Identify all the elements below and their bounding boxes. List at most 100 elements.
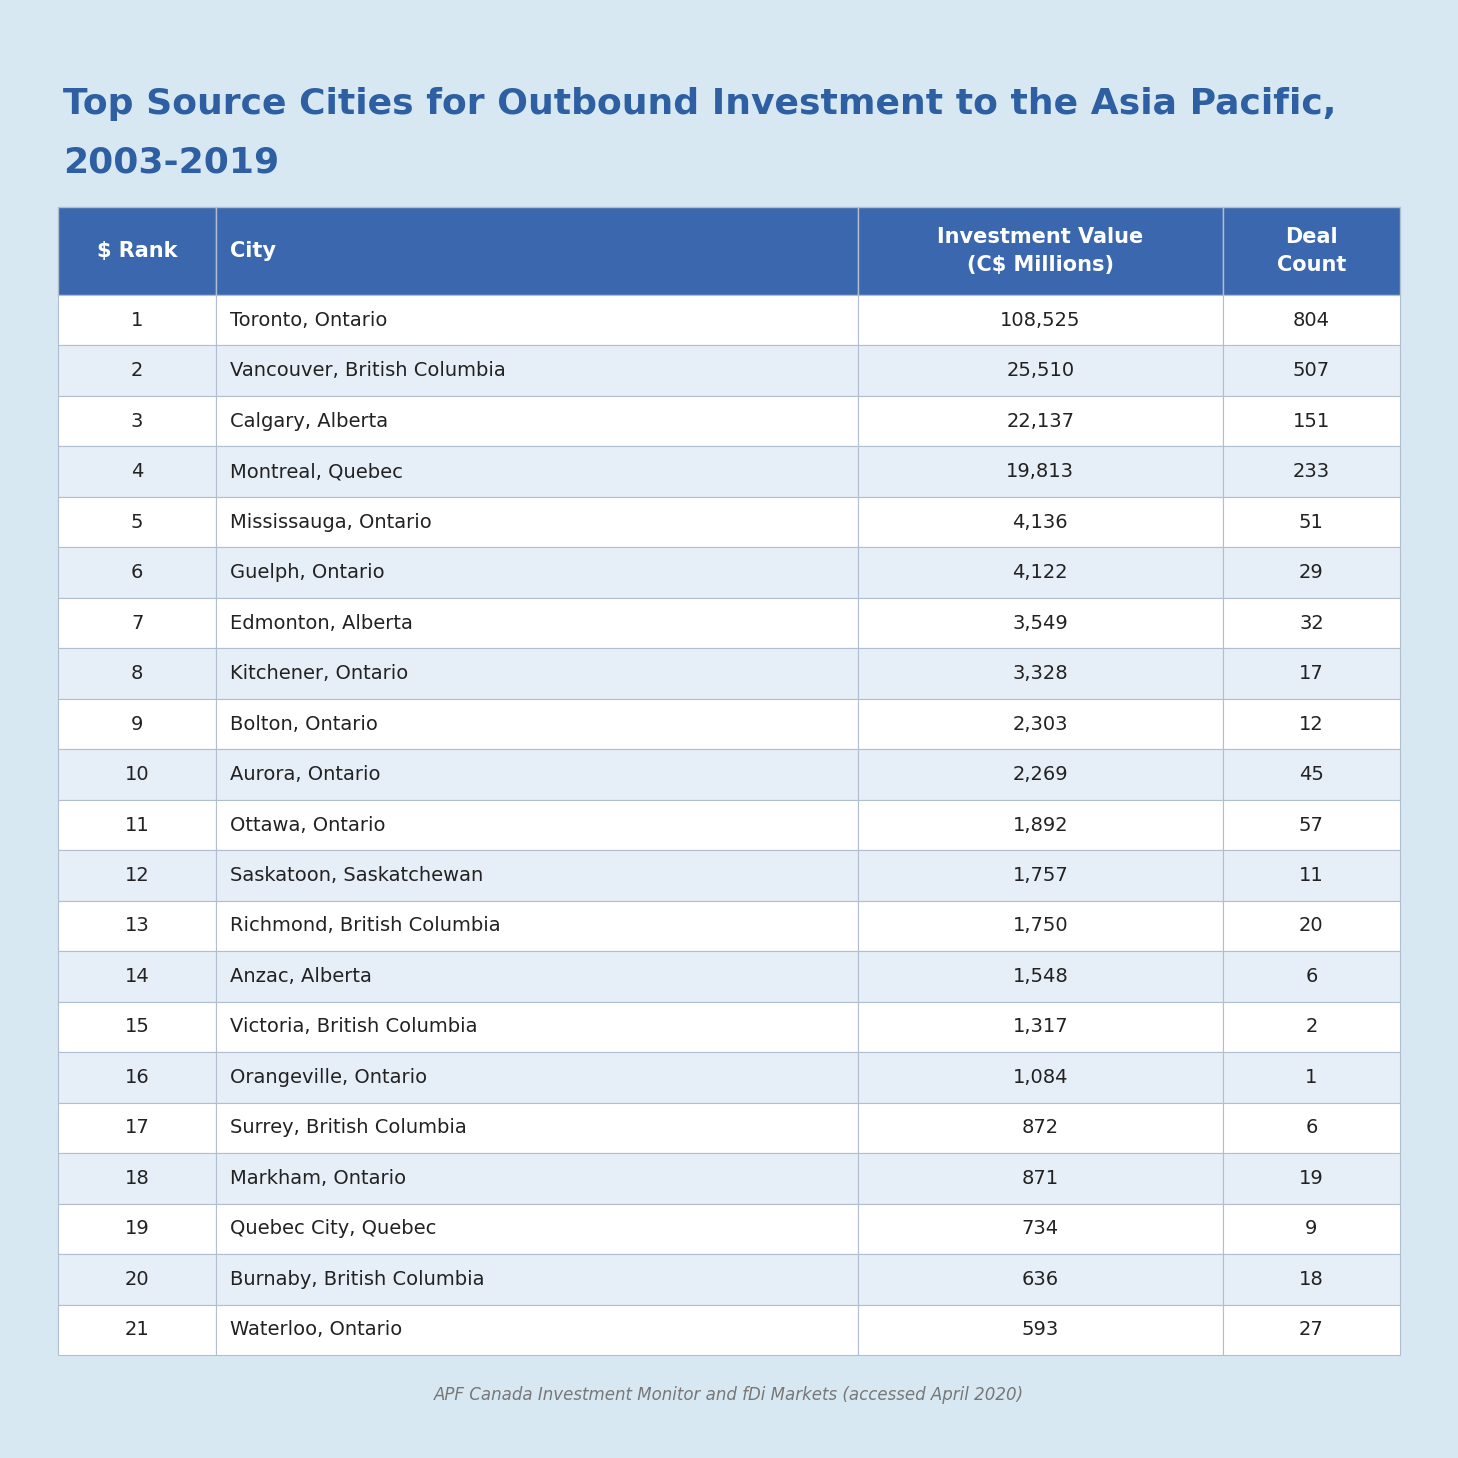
Bar [1223, 1002, 1400, 1053]
Text: 51: 51 [1299, 513, 1324, 532]
Bar [1223, 1153, 1400, 1203]
Bar [216, 698, 857, 749]
Text: Quebec City, Quebec: Quebec City, Quebec [230, 1219, 437, 1238]
Bar [58, 598, 216, 649]
Text: 3,549: 3,549 [1012, 614, 1069, 633]
Text: 32: 32 [1299, 614, 1324, 633]
Bar [58, 346, 216, 397]
Bar [216, 1102, 857, 1153]
Bar [857, 1203, 1223, 1254]
Bar [857, 295, 1223, 346]
Text: 9: 9 [131, 714, 143, 733]
Text: Saskatoon, Saskatchewan: Saskatoon, Saskatchewan [230, 866, 484, 885]
Bar [58, 207, 216, 295]
Bar [1223, 800, 1400, 850]
Bar [216, 649, 857, 698]
Text: City: City [230, 241, 277, 261]
Bar [58, 397, 216, 446]
Bar [216, 346, 857, 397]
Text: 18: 18 [125, 1169, 150, 1188]
Text: Anzac, Alberta: Anzac, Alberta [230, 967, 372, 986]
Bar [216, 800, 857, 850]
Bar [216, 1053, 857, 1102]
Bar [216, 1153, 857, 1203]
Text: Count: Count [1277, 255, 1346, 276]
Bar [857, 547, 1223, 598]
Text: 1: 1 [1305, 1067, 1318, 1086]
Bar [216, 446, 857, 497]
Bar [1223, 207, 1400, 295]
Bar [58, 547, 216, 598]
Bar [58, 749, 216, 800]
Bar [1223, 951, 1400, 1002]
Bar [857, 1002, 1223, 1053]
Bar [216, 598, 857, 649]
Text: 2,303: 2,303 [1013, 714, 1069, 733]
Bar [1223, 397, 1400, 446]
Bar [216, 295, 857, 346]
Text: Richmond, British Columbia: Richmond, British Columbia [230, 917, 502, 936]
Text: 1,084: 1,084 [1013, 1067, 1069, 1086]
Bar [857, 1053, 1223, 1102]
Text: Waterloo, Ontario: Waterloo, Ontario [230, 1321, 402, 1340]
Bar [58, 698, 216, 749]
Bar [58, 649, 216, 698]
Text: 1,892: 1,892 [1012, 815, 1069, 834]
Text: Victoria, British Columbia: Victoria, British Columbia [230, 1018, 478, 1037]
Bar [216, 850, 857, 901]
Text: Edmonton, Alberta: Edmonton, Alberta [230, 614, 413, 633]
Bar [58, 1254, 216, 1305]
Text: 1,548: 1,548 [1012, 967, 1069, 986]
Bar [1223, 1203, 1400, 1254]
Bar [58, 800, 216, 850]
Text: 16: 16 [125, 1067, 150, 1086]
Bar [58, 1053, 216, 1102]
Bar [857, 397, 1223, 446]
Bar [857, 598, 1223, 649]
Text: 6: 6 [131, 563, 143, 582]
Bar [857, 698, 1223, 749]
Bar [857, 1153, 1223, 1203]
Text: 871: 871 [1022, 1169, 1059, 1188]
Bar [58, 1102, 216, 1153]
Bar [857, 901, 1223, 951]
Bar [1223, 295, 1400, 346]
Text: Top Source Cities for Outbound Investment to the Asia Pacific,: Top Source Cities for Outbound Investmen… [63, 87, 1337, 121]
Bar [857, 346, 1223, 397]
Text: APF Canada Investment Monitor and fDi Markets (accessed April 2020): APF Canada Investment Monitor and fDi Ma… [434, 1387, 1024, 1404]
Text: 20: 20 [1299, 917, 1324, 936]
Bar [58, 850, 216, 901]
Bar [58, 951, 216, 1002]
Bar [857, 207, 1223, 295]
Text: 8: 8 [131, 663, 143, 682]
Text: Investment Value: Investment Value [937, 227, 1143, 246]
Bar [216, 397, 857, 446]
Bar [857, 497, 1223, 547]
Text: 29: 29 [1299, 563, 1324, 582]
Text: 4,136: 4,136 [1012, 513, 1069, 532]
Text: 15: 15 [125, 1018, 150, 1037]
Bar [857, 1305, 1223, 1354]
Bar [1223, 749, 1400, 800]
Text: 2,269: 2,269 [1012, 765, 1069, 784]
Bar [857, 850, 1223, 901]
Text: 25,510: 25,510 [1006, 362, 1075, 381]
Text: 18: 18 [1299, 1270, 1324, 1289]
Text: 20: 20 [125, 1270, 150, 1289]
Bar [216, 1305, 857, 1354]
Bar [216, 1002, 857, 1053]
Text: 872: 872 [1022, 1118, 1059, 1137]
Text: 1,757: 1,757 [1012, 866, 1069, 885]
Text: 4: 4 [131, 462, 143, 481]
Bar [58, 1002, 216, 1053]
Bar [1223, 901, 1400, 951]
Bar [58, 295, 216, 346]
Text: 45: 45 [1299, 765, 1324, 784]
Bar [1223, 346, 1400, 397]
Text: 11: 11 [125, 815, 150, 834]
Bar [857, 1254, 1223, 1305]
Text: Kitchener, Ontario: Kitchener, Ontario [230, 663, 408, 682]
Text: 17: 17 [125, 1118, 150, 1137]
Text: 22,137: 22,137 [1006, 411, 1075, 430]
Text: 3: 3 [131, 411, 143, 430]
